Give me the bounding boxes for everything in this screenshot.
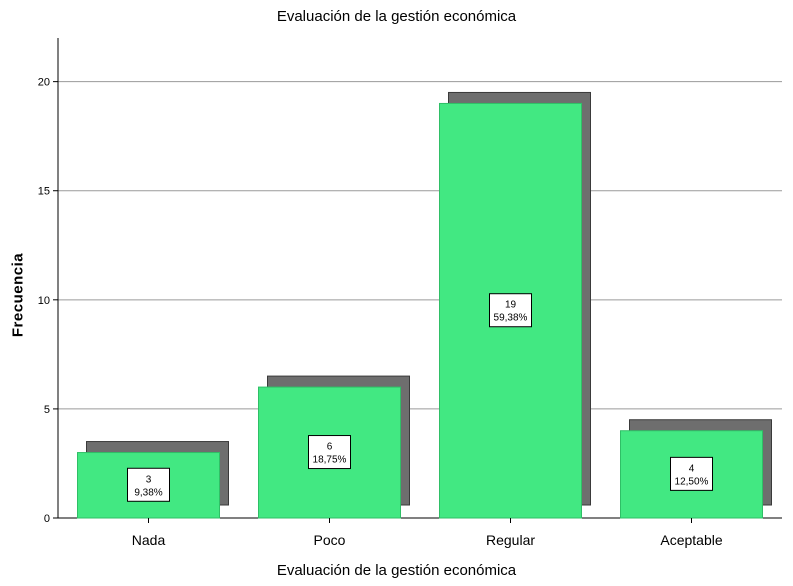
data-label-percent-nada: 9,38%	[134, 487, 162, 498]
data-label-box-aceptable	[670, 456, 713, 491]
data-label-count-aceptable: 4	[689, 463, 695, 474]
data-label-count-regular: 19	[505, 300, 517, 311]
y-tick-label-5: 5	[44, 404, 50, 416]
y-tick-label-15: 15	[38, 186, 50, 198]
data-label-count-poco: 6	[327, 442, 333, 453]
data-label-box-nada	[127, 467, 170, 502]
x-tick-label-regular: Regular	[486, 532, 535, 548]
data-label-box-regular	[489, 293, 532, 328]
y-tick-label-0: 0	[44, 513, 50, 525]
data-label-box-poco	[308, 435, 351, 470]
data-label-percent-aceptable: 12,50%	[675, 476, 709, 487]
data-label-count-nada: 3	[146, 474, 152, 485]
x-axis-label: Evaluación de la gestión económica	[276, 562, 517, 579]
x-tick-label-aceptable: Aceptable	[660, 532, 722, 548]
x-tick-label-poco: Poco	[314, 532, 346, 548]
y-tick-label-20: 20	[38, 77, 50, 89]
data-label-percent-regular: 59,38%	[494, 313, 528, 324]
y-tick-label-10: 10	[38, 295, 50, 307]
data-label-percent-poco: 18,75%	[313, 455, 347, 466]
chart-title: Evaluación de la gestión económica	[276, 8, 517, 25]
x-tick-label-nada: Nada	[132, 532, 166, 548]
